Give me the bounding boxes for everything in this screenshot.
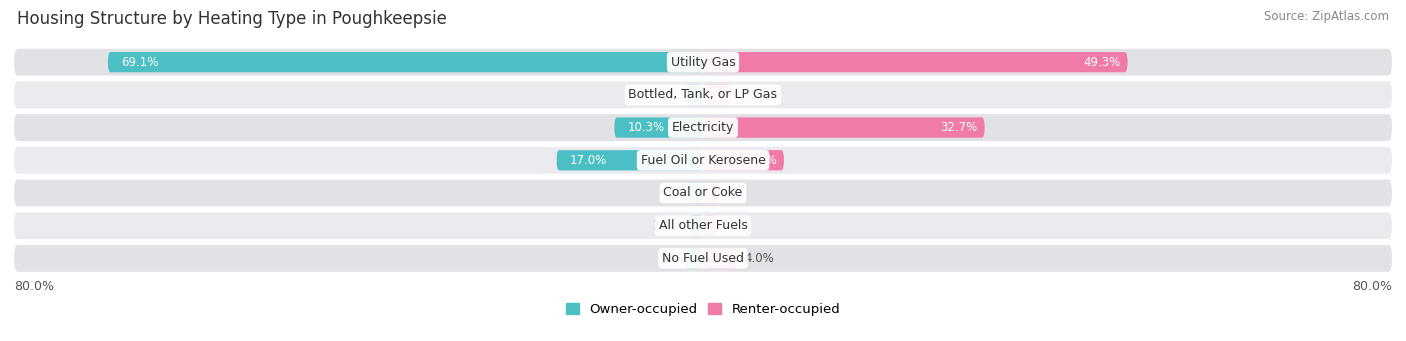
Text: 80.0%: 80.0% xyxy=(1353,280,1392,293)
Text: 9.4%: 9.4% xyxy=(747,154,778,167)
FancyBboxPatch shape xyxy=(689,216,703,236)
Text: 10.3%: 10.3% xyxy=(627,121,665,134)
FancyBboxPatch shape xyxy=(703,85,731,105)
Text: Utility Gas: Utility Gas xyxy=(671,56,735,69)
Text: 3.3%: 3.3% xyxy=(738,88,768,101)
Text: Fuel Oil or Kerosene: Fuel Oil or Kerosene xyxy=(641,154,765,167)
FancyBboxPatch shape xyxy=(14,114,1392,141)
Text: 2.1%: 2.1% xyxy=(648,88,678,101)
Text: All other Fuels: All other Fuels xyxy=(658,219,748,232)
Text: 49.3%: 49.3% xyxy=(1084,56,1121,69)
FancyBboxPatch shape xyxy=(686,248,703,268)
FancyBboxPatch shape xyxy=(108,52,703,72)
Text: 0.0%: 0.0% xyxy=(710,187,740,199)
Text: 1.6%: 1.6% xyxy=(652,219,682,232)
Text: 1.4%: 1.4% xyxy=(721,219,752,232)
Text: 0.0%: 0.0% xyxy=(666,252,696,265)
FancyBboxPatch shape xyxy=(703,216,716,236)
Text: Bottled, Tank, or LP Gas: Bottled, Tank, or LP Gas xyxy=(628,88,778,101)
FancyBboxPatch shape xyxy=(703,117,984,138)
FancyBboxPatch shape xyxy=(614,117,703,138)
Text: 32.7%: 32.7% xyxy=(941,121,977,134)
FancyBboxPatch shape xyxy=(14,212,1392,239)
Text: Coal or Coke: Coal or Coke xyxy=(664,187,742,199)
Text: 69.1%: 69.1% xyxy=(121,56,159,69)
Text: No Fuel Used: No Fuel Used xyxy=(662,252,744,265)
FancyBboxPatch shape xyxy=(14,81,1392,108)
Text: Housing Structure by Heating Type in Poughkeepsie: Housing Structure by Heating Type in Pou… xyxy=(17,10,447,28)
FancyBboxPatch shape xyxy=(14,245,1392,272)
Text: Source: ZipAtlas.com: Source: ZipAtlas.com xyxy=(1264,10,1389,23)
FancyBboxPatch shape xyxy=(686,183,703,203)
FancyBboxPatch shape xyxy=(685,85,703,105)
Text: 4.0%: 4.0% xyxy=(744,252,775,265)
FancyBboxPatch shape xyxy=(14,147,1392,174)
Text: 0.0%: 0.0% xyxy=(666,187,696,199)
FancyBboxPatch shape xyxy=(703,248,738,268)
Legend: Owner-occupied, Renter-occupied: Owner-occupied, Renter-occupied xyxy=(565,303,841,316)
Text: 80.0%: 80.0% xyxy=(14,280,53,293)
Text: 17.0%: 17.0% xyxy=(569,154,607,167)
FancyBboxPatch shape xyxy=(14,49,1392,76)
FancyBboxPatch shape xyxy=(703,183,720,203)
Text: Electricity: Electricity xyxy=(672,121,734,134)
FancyBboxPatch shape xyxy=(703,52,1128,72)
FancyBboxPatch shape xyxy=(557,150,703,170)
FancyBboxPatch shape xyxy=(14,180,1392,206)
FancyBboxPatch shape xyxy=(703,150,785,170)
